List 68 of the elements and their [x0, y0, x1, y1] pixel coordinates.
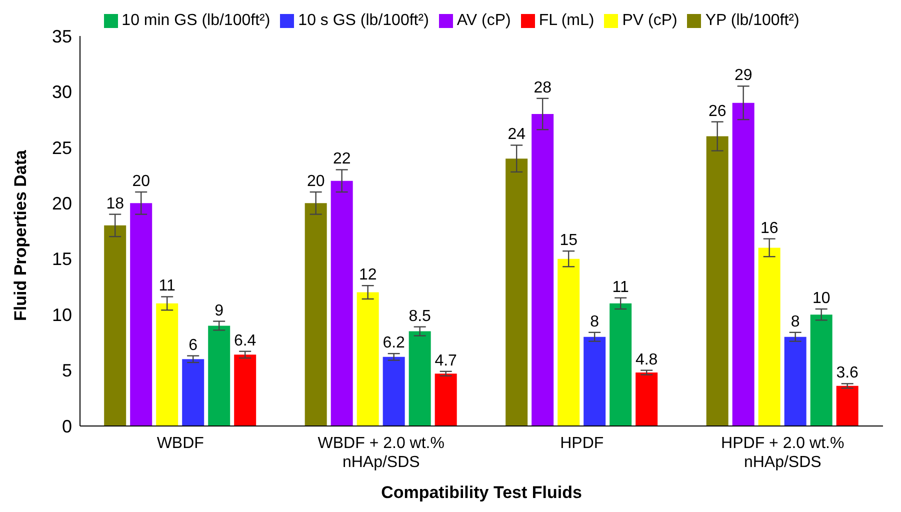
bar [382, 356, 405, 426]
bar [810, 314, 832, 426]
data-label: 6.4 [234, 332, 256, 350]
data-label: 11 [158, 278, 176, 295]
bar [758, 248, 780, 426]
data-label: 8 [790, 313, 800, 330]
y-tick-label: 30 [52, 82, 72, 102]
data-label: 24 [508, 126, 526, 144]
bar [356, 292, 379, 426]
x-tick-label: HPDF [560, 435, 604, 452]
data-label: 6.2 [382, 334, 406, 352]
y-tick-label: 0 [62, 416, 72, 436]
legend-label: 10 min GS (lb/100ft²) [122, 12, 270, 29]
y-tick-label: 20 [52, 194, 72, 214]
bar [434, 374, 457, 426]
bar [584, 336, 606, 426]
legend-label: 10 s GS (lb/100ft²) [298, 12, 429, 29]
bar [330, 180, 353, 426]
bar [706, 136, 728, 426]
bar [836, 386, 858, 426]
y-axis-title: Fluid Properties Data [11, 149, 30, 321]
data-label: 8.5 [408, 308, 432, 325]
bar [636, 372, 658, 426]
data-label: 18 [106, 195, 124, 212]
bar [532, 114, 554, 426]
data-label: 4.7 [434, 352, 458, 370]
bar [182, 359, 204, 426]
data-label: 11 [612, 278, 629, 296]
x-tick-label: HPDF + 2.0 wt.% nHAp/SDS [721, 435, 844, 471]
legend-label: PV (cP) [622, 12, 678, 29]
data-label: 20 [132, 173, 150, 190]
data-label: 4.8 [635, 351, 658, 368]
data-label: 8 [590, 313, 600, 330]
data-label: 3.6 [836, 364, 859, 382]
bar [408, 331, 431, 426]
bar [732, 102, 754, 426]
data-label: 29 [734, 67, 752, 84]
bar [506, 158, 528, 426]
bar [304, 203, 327, 426]
data-label: 20 [306, 173, 325, 190]
x-tick-label: WBDF [156, 435, 204, 452]
data-label: 26 [708, 102, 726, 120]
bar [234, 354, 256, 426]
data-label: 6 [188, 336, 198, 354]
y-tick-label: 15 [52, 249, 72, 270]
y-tick-label: 10 [52, 304, 72, 325]
y-tick-label: 25 [52, 138, 72, 158]
bar [784, 336, 806, 426]
legend-label: AV (cP) [456, 12, 511, 29]
data-label: 12 [358, 266, 377, 284]
y-tick-label: 5 [62, 360, 72, 381]
x-tick-label: WBDF + 2.0 wt.% nHAp/SDS [318, 435, 444, 471]
data-label: 15 [560, 232, 578, 250]
data-label: 16 [760, 220, 778, 237]
bar [156, 303, 178, 426]
data-label: 9 [214, 302, 224, 320]
bar [104, 225, 126, 426]
legend-label: YP (lb/100ft²) [705, 12, 800, 29]
legend-label: FL (mL) [538, 12, 594, 29]
data-label: 22 [332, 150, 351, 168]
y-tick-label: 35 [52, 26, 72, 46]
bar [130, 203, 152, 426]
bar [558, 258, 580, 426]
bar [208, 326, 230, 426]
data-label: 28 [534, 79, 552, 96]
x-axis-title: Compatibility Test Fluids [381, 483, 582, 502]
bar [610, 303, 632, 426]
data-label: 10 [812, 290, 830, 307]
